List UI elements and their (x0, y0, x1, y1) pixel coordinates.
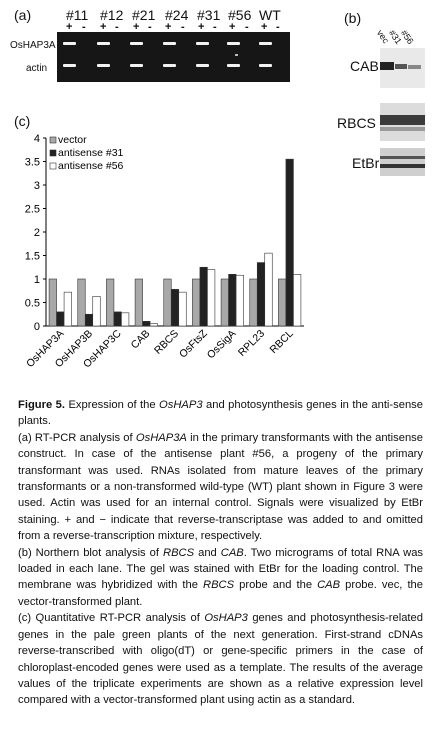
panel-b-label: (b) (344, 10, 362, 26)
y-tick-label: 0.5 (25, 298, 40, 310)
plus-sign: + (133, 21, 140, 33)
y-tick-label: 2 (34, 227, 40, 239)
bar-rbcl-series-3 (293, 274, 302, 327)
rt-pcr-gel-image (57, 32, 290, 82)
bar-rpl23-series-2 (256, 262, 266, 327)
bar-rbcl-series-1 (278, 278, 287, 327)
caption-part-b: (b) Northern blot analysis of RBCS and C… (18, 546, 424, 608)
bar-ossiga-series-1 (220, 278, 229, 327)
etbr-blot-image (380, 148, 425, 176)
minus-sign: - (213, 21, 217, 33)
plus-sign: + (165, 21, 172, 33)
plus-sign: + (261, 21, 268, 33)
caption-part-c: (c) Quantitative RT-PCR analysis of OsHA… (18, 612, 423, 707)
minus-sign: - (82, 21, 86, 33)
blot-label-rbcs: RBCS (337, 115, 376, 131)
bar-rbcs-series-3 (178, 291, 187, 327)
bar-ossiga-series-3 (235, 274, 244, 327)
bar-oshap3c-series-3 (121, 312, 130, 327)
bar-oshap3b-series-3 (92, 296, 101, 327)
y-tick-label: 3 (34, 180, 40, 192)
x-tick-label: RBCL (267, 328, 295, 356)
minus-sign: - (276, 21, 280, 33)
lane-label-wt: WT (259, 7, 281, 23)
x-tick-label: OsFtsZ (177, 327, 210, 360)
bar-oshap3b-series-1 (77, 278, 86, 327)
blot-label-cab: CAB (350, 58, 379, 74)
plus-sign: + (229, 21, 236, 33)
lane-label-56: #56 (228, 7, 252, 23)
lane-label-24: #24 (165, 7, 189, 23)
bar-cab-series-1 (134, 278, 143, 327)
cab-blot-image (380, 48, 425, 88)
figure-caption: Figure 5. Expression of the OsHAP3 and p… (18, 397, 423, 709)
bar-rbcs-series-1 (163, 278, 172, 327)
legend-swatch (49, 136, 57, 144)
bar-oshap3c-series-1 (106, 278, 115, 327)
bar-rpl23-series-1 (249, 278, 258, 327)
bar-oshap3a-series-2 (56, 311, 65, 327)
bar-oshap3a-series-3 (63, 291, 72, 327)
bar-osftsz-series-3 (207, 269, 216, 327)
bar-rbcs-series-2 (170, 289, 180, 327)
y-tick-label: 1 (34, 274, 40, 286)
minus-sign: - (245, 21, 249, 33)
panel-a-label: (a) (14, 7, 32, 23)
lane-label-21: #21 (132, 7, 156, 23)
bar-oshap3b-series-2 (84, 313, 94, 327)
y-tick-label: 2.5 (25, 204, 40, 216)
legend-swatch (49, 149, 57, 157)
legend-entry: vector (58, 134, 87, 146)
legend-swatch (49, 162, 57, 170)
figure-number: Figure 5. (18, 399, 65, 411)
bar-oshap3a-series-1 (48, 278, 57, 327)
y-tick-label: 4 (34, 133, 40, 145)
row-label-actin: actin (26, 63, 48, 74)
blot-label-etbr: EtBr (352, 155, 380, 171)
x-tick-label: RPL23 (236, 328, 267, 359)
x-tick-label: OsSigA (205, 328, 239, 362)
bar-osftsz-series-2 (199, 266, 208, 327)
plus-sign: + (100, 21, 107, 33)
bar-rpl23-series-3 (264, 252, 273, 327)
bar-oshap3c-series-2 (113, 311, 122, 327)
caption-title: Figure 5. Expression of the OsHAP3 and p… (18, 399, 423, 428)
minus-sign: - (181, 21, 185, 33)
lane-label-31: #31 (197, 7, 221, 23)
plus-sign: + (66, 21, 73, 33)
lane-label-11: #11 (66, 7, 89, 23)
bar-ossiga-series-2 (228, 274, 237, 327)
y-tick-label: 0 (34, 321, 40, 333)
y-tick-label: 3.5 (25, 157, 40, 169)
plus-sign: + (198, 21, 205, 33)
x-tick-label: CAB (129, 328, 153, 352)
lane-label-56: #56 (398, 28, 416, 47)
bar-rbcl-series-2 (285, 158, 294, 327)
row-label-oshap3a: OsHAP3A (10, 40, 56, 51)
bar-cab-series-3 (149, 323, 158, 327)
rbcs-blot-image (380, 103, 425, 141)
bar-cab-series-2 (142, 321, 151, 327)
legend-entry: antisense #56 (58, 160, 124, 172)
lane-label-12: #12 (100, 7, 124, 23)
legend-entry: antisense #31 (58, 147, 124, 159)
panel-c-label: (c) (14, 113, 31, 129)
gel-bands (63, 42, 272, 67)
minus-sign: - (115, 21, 119, 33)
minus-sign: - (148, 21, 152, 33)
y-tick-label: 1.5 (25, 251, 40, 263)
caption-part-a: (a) RT-PCR analysis of OsHAP3A in the pr… (18, 431, 423, 543)
bar-osftsz-series-1 (192, 278, 201, 327)
